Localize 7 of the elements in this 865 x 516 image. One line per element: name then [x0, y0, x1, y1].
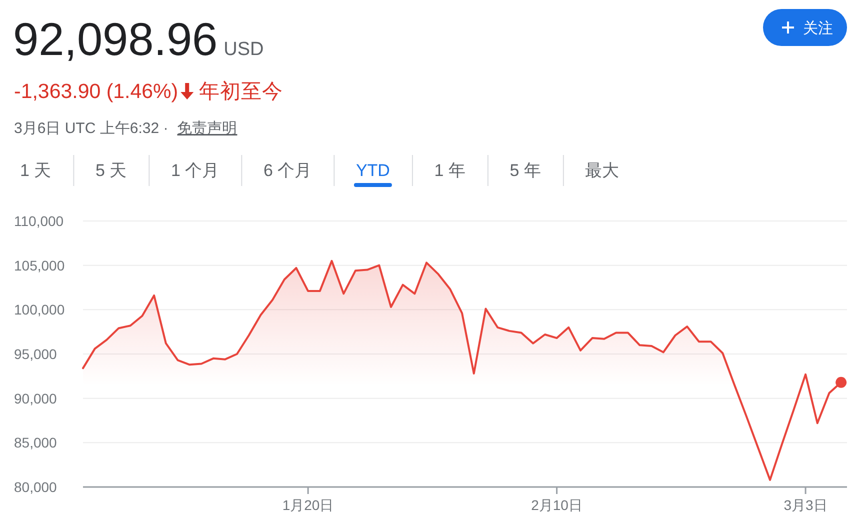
annotation: 年初至今 [199, 80, 284, 103]
annotation: USD [224, 39, 264, 60]
title: 92,098.96 [13, 13, 218, 65]
annotation: -1,363.90 (1.46%) [14, 80, 178, 103]
annotation: 免责声明 [177, 120, 238, 137]
button: 关注 [763, 9, 847, 46]
annotation: 3月6日 UTC 上午6:32 · [14, 120, 168, 137]
